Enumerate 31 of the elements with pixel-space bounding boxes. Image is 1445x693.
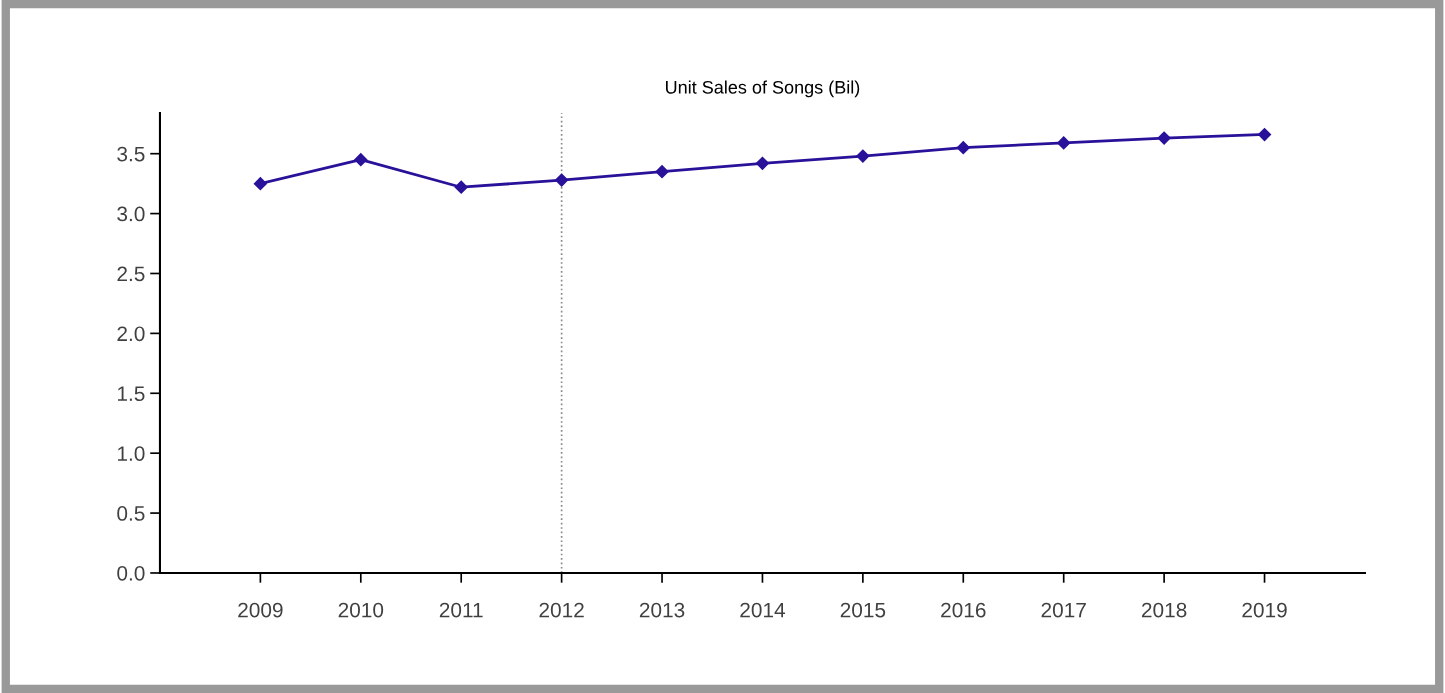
point bbox=[1057, 136, 1071, 150]
x-tick-label: 2015 bbox=[840, 602, 886, 618]
y-tick-label: 0.0 bbox=[117, 565, 145, 581]
x-tick-label: 2018 bbox=[1141, 602, 1187, 618]
point bbox=[555, 173, 569, 187]
x-tick-label: 2016 bbox=[941, 602, 986, 618]
y-tick-label: 2.0 bbox=[117, 326, 145, 342]
point bbox=[253, 177, 267, 191]
y-tick-label: 2.5 bbox=[117, 266, 145, 282]
x-tick-label: 2019 bbox=[1242, 602, 1287, 618]
point bbox=[354, 153, 368, 167]
chart-title: Unit Sales of Songs (Bil) bbox=[666, 80, 860, 98]
y-tick-label: 1.0 bbox=[118, 446, 145, 461]
y-tick-label: 3.0 bbox=[117, 206, 145, 222]
point bbox=[655, 165, 669, 179]
y-tick-label: 0.5 bbox=[117, 506, 145, 521]
point bbox=[454, 180, 468, 194]
y-tick-label: 3.5 bbox=[117, 146, 145, 162]
x-tick-label: 2013 bbox=[639, 602, 685, 618]
x-tick-label: 2012 bbox=[539, 602, 584, 618]
x-tick-label: 2010 bbox=[338, 602, 384, 618]
x-tick-label: 2011 bbox=[439, 602, 483, 618]
point bbox=[755, 156, 770, 170]
x-tick-label: 2009 bbox=[238, 602, 283, 618]
x-tick-label: 2014 bbox=[740, 602, 786, 618]
y-tick-label: 1.5 bbox=[118, 386, 145, 402]
point bbox=[956, 141, 970, 155]
point bbox=[1257, 127, 1272, 142]
point bbox=[856, 149, 870, 163]
x-tick-label: 2017 bbox=[1041, 602, 1086, 618]
point bbox=[1157, 131, 1171, 145]
